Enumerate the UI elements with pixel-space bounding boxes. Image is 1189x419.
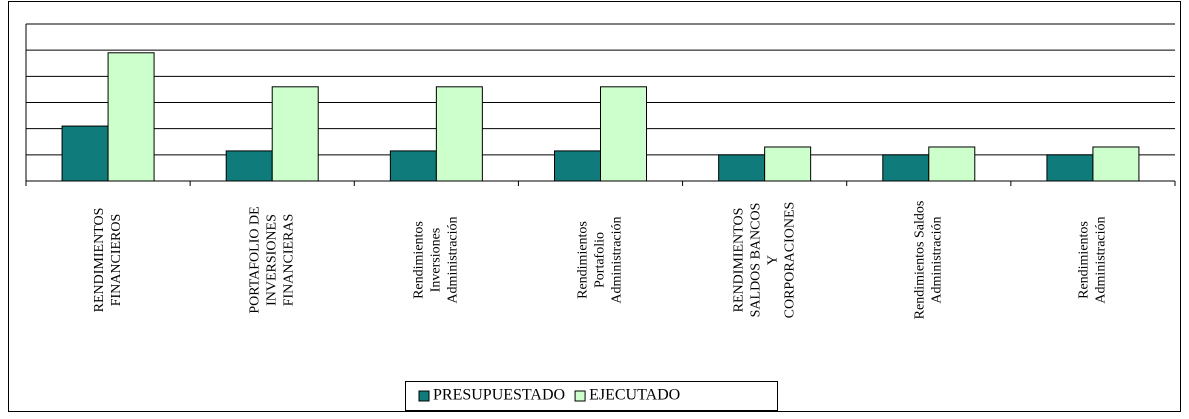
legend-label: EJECUTADO — [589, 387, 680, 404]
bar — [435, 86, 483, 182]
x-tick-label: Portafolio — [593, 232, 608, 288]
x-tick-label: Administración — [1094, 216, 1109, 303]
x-tick-label: SALDOS BANCOS — [748, 203, 763, 318]
bar — [718, 154, 766, 182]
x-tick-label: CORPORACIONES — [782, 202, 797, 319]
legend-box — [405, 381, 778, 411]
bar — [554, 150, 601, 182]
x-tick-label: Rendimientos — [576, 221, 591, 299]
x-tick-label: Administración — [610, 216, 625, 303]
bar — [389, 150, 437, 182]
x-tick-label: Rendimientos Saldos — [913, 201, 928, 320]
bar — [764, 146, 812, 182]
x-tick-label: Rendimientos — [1077, 221, 1092, 299]
bar — [600, 86, 647, 182]
bar — [61, 125, 109, 182]
x-tick-label: RENDIMIENTOS — [92, 208, 107, 313]
bar — [1046, 154, 1094, 182]
bar — [928, 146, 976, 182]
x-tick-label: Y — [765, 255, 780, 265]
x-tick-label: Administración — [446, 216, 461, 303]
bar — [225, 150, 273, 182]
bar — [882, 154, 930, 182]
x-tick-label: PORTAFOLIO DE — [247, 206, 262, 313]
x-tick-label: Administración — [930, 216, 945, 303]
chart-frame — [8, 1, 1181, 412]
x-tick-label: RENDIMIENTOS — [731, 208, 746, 313]
x-tick-label: Inversiones — [429, 228, 444, 293]
legend-swatch — [574, 390, 586, 402]
x-tick-label: FINANCIEROS — [109, 214, 124, 307]
bar — [107, 52, 155, 182]
x-tick-label: FINANCIERAS — [281, 214, 296, 307]
x-tick-label: Rendimientos — [412, 221, 427, 299]
bar — [271, 86, 319, 182]
legend-label: PRESUPUESTADO — [433, 387, 565, 404]
bar — [1092, 146, 1140, 182]
legend-swatch — [418, 390, 430, 402]
x-tick-label: INVERSIONES — [264, 214, 279, 306]
